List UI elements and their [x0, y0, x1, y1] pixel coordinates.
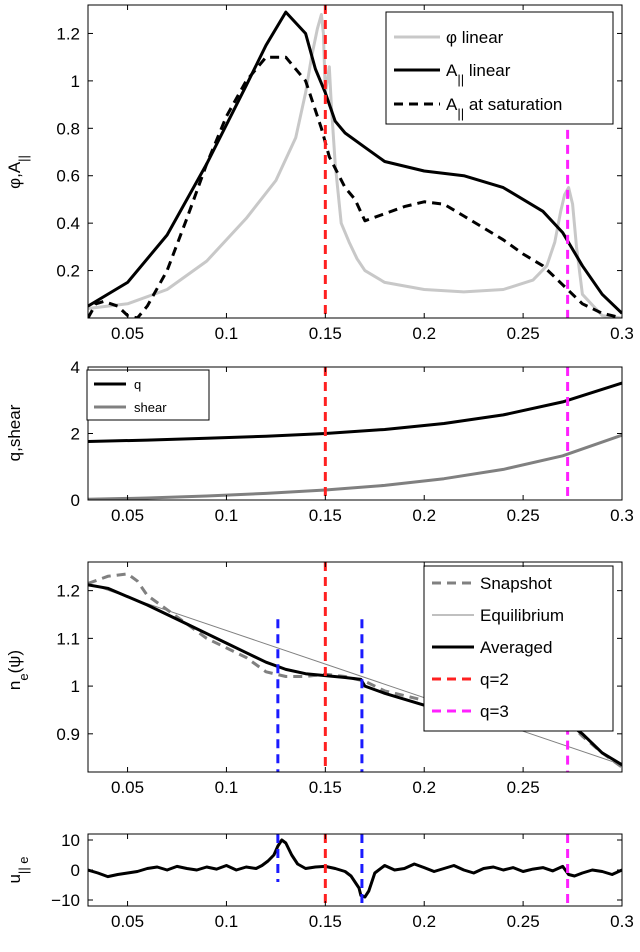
- x-tick-label: 0.05: [111, 506, 144, 525]
- y-tick-label: 1: [71, 677, 80, 696]
- legend-label-q: q: [134, 377, 141, 392]
- x-tick-label: 0.3: [610, 324, 634, 343]
- legend-label-shear: shear: [134, 400, 167, 415]
- legend-box: [385, 11, 614, 125]
- y-tick-label: 2: [71, 425, 80, 444]
- x-tick-label: 0.1: [215, 506, 239, 525]
- series-line-equilibrium: [88, 583, 622, 766]
- series-line--linear: [88, 13, 622, 318]
- plot-area-phi-apar: [88, 5, 622, 318]
- x-tick-label: 0.15: [309, 506, 342, 525]
- legend-label-apar-linear: A|| linear: [446, 61, 511, 87]
- series-line-shear: [88, 433, 622, 500]
- panel-q-shear: q shear q,shear 0.05 0.1 0.15 0.2 0.25 0.3 0 2 4: [5, 358, 634, 525]
- y-tick-label: 0.9: [56, 725, 80, 744]
- x-tick-label: 0.2: [412, 506, 436, 525]
- series-line-a-at-saturation: [88, 55, 622, 318]
- y-tick-label: 0.6: [56, 167, 80, 186]
- x-tick-label: 0.1: [215, 912, 239, 931]
- x-tick-label: 0.15: [309, 912, 342, 931]
- y-tick-label: 10: [61, 831, 80, 850]
- legend-label-phi-linear: φ linear: [446, 28, 504, 47]
- x-tick-label: 0.15: [309, 778, 342, 797]
- x-tick-label: 0.1: [215, 324, 239, 343]
- legend-label-apar-saturation: A|| at saturation: [446, 95, 562, 121]
- y-tick-label: 4: [71, 358, 80, 377]
- legend-panel-density: Snapshot Equilibrium Averaged q=2 q=3: [423, 565, 614, 732]
- x-tick-label: 0.2: [412, 324, 436, 343]
- x-tick-label: 0.3: [610, 506, 634, 525]
- panel-phi-apar: φ linear A|| linear A|| at saturation φ,…: [5, 4, 634, 343]
- x-tick-label: 0.05: [111, 912, 144, 931]
- y-tick-label: 0.4: [56, 214, 80, 233]
- legend-label-equilibrium: Equilibrium: [480, 606, 564, 625]
- y-axis-label-parallel-velocity: u|| e: [5, 856, 31, 883]
- axes-frame: [87, 561, 623, 773]
- x-tick-label: 0.25: [507, 324, 540, 343]
- series-line-a-linear: [88, 10, 622, 315]
- legend-label-q3: q=3: [480, 702, 509, 721]
- y-tick-label: 1: [71, 72, 80, 91]
- plot-area-q-shear: [88, 367, 622, 500]
- legend-label-averaged: Averaged: [480, 638, 552, 657]
- y-tick-label: −10: [51, 891, 80, 910]
- x-tick-label: 0.3: [610, 912, 634, 931]
- plot-area-parallel-velocity: [88, 834, 622, 906]
- x-tick-label: 0.2: [412, 912, 436, 931]
- y-axis-label-q-shear: q,shear: [5, 404, 24, 461]
- y-tick-label: 1.2: [56, 24, 80, 43]
- x-tick-label: 0.25: [507, 912, 540, 931]
- series-line-main: [88, 838, 622, 899]
- y-axis-label-phi-apar: φ,A||: [5, 155, 31, 189]
- x-tick-label: 0.1: [215, 778, 239, 797]
- y-tick-label: 0: [71, 861, 80, 880]
- legend-label-snapshot: Snapshot: [480, 574, 552, 593]
- x-tick-label: 0.2: [412, 778, 436, 797]
- x-tick-label: 0.05: [111, 778, 144, 797]
- y-axis-label-density: ne(ψ): [5, 650, 31, 690]
- y-tick-label: 1.2: [56, 582, 80, 601]
- legend-panel-phi-apar: φ linear A|| linear A|| at saturation: [385, 11, 614, 125]
- legend-panel-q-shear: q shear: [86, 369, 210, 421]
- y-tick-label: 0: [71, 491, 80, 510]
- x-tick-label: 0.05: [111, 324, 144, 343]
- panel-density: Snapshot Equilibrium Averaged q=2 q=3 ne…: [5, 561, 623, 797]
- x-tick-label: 0.15: [309, 324, 342, 343]
- panel-parallel-velocity: u|| e 0.05 0.1 0.15 0.2 0.25 0.3 −10 0 10: [5, 831, 634, 931]
- legend-label-q2: q=2: [480, 670, 509, 689]
- series-line-q: [88, 381, 622, 443]
- axes-frame: [87, 4, 623, 319]
- y-tick-label: 0.8: [56, 119, 80, 138]
- x-tick-label: 0.25: [507, 506, 540, 525]
- x-tick-label: 0.25: [507, 778, 540, 797]
- y-tick-label: 1.1: [56, 629, 80, 648]
- legend-box: [86, 369, 210, 421]
- y-tick-label: 0.2: [56, 262, 80, 281]
